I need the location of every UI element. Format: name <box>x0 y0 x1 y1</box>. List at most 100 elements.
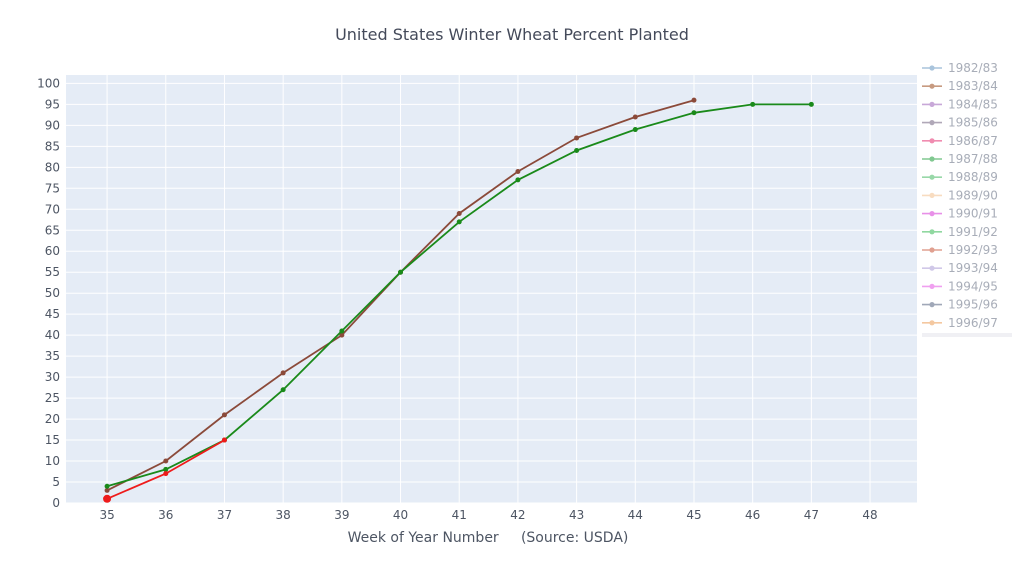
legend-label: 1994/95 <box>948 279 998 293</box>
data-point <box>104 487 110 493</box>
x-tick-label: 41 <box>452 508 467 522</box>
legend-label: 1988/89 <box>948 170 998 184</box>
legend-item[interactable]: 1985/86 <box>922 116 998 130</box>
legend-label: 1984/85 <box>948 97 998 111</box>
grid <box>66 75 917 504</box>
legend-item[interactable]: 1984/85 <box>922 97 998 111</box>
legend-marker <box>929 192 935 198</box>
data-point <box>515 169 521 175</box>
data-point <box>339 332 345 338</box>
y-tick-label: 25 <box>45 391 60 405</box>
legend-item[interactable]: 1994/95 <box>922 279 998 293</box>
data-point <box>808 101 814 107</box>
y-tick-label: 45 <box>45 307 60 321</box>
data-point <box>280 370 286 376</box>
y-tick-label: 50 <box>45 286 60 300</box>
y-tick-label: 100 <box>37 76 60 90</box>
legend[interactable]: 1982/83 1983/84 1984/85 1985/86 1986/87 1987/… <box>922 61 1012 337</box>
data-point <box>163 466 169 472</box>
legend-marker <box>929 156 935 162</box>
data-point <box>456 219 462 225</box>
x-tick-label: 38 <box>276 508 291 522</box>
x-tick-label: 40 <box>393 508 408 522</box>
y-tick-label: 55 <box>45 265 60 279</box>
data-point <box>574 135 580 141</box>
data-point <box>280 387 286 393</box>
legend-label: 1995/96 <box>948 298 998 312</box>
data-point <box>691 97 697 103</box>
y-tick-label: 70 <box>45 202 60 216</box>
legend-marker <box>929 229 935 235</box>
legend-item[interactable]: 1983/84 <box>922 79 998 93</box>
legend-item[interactable]: 1992/93 <box>922 243 998 257</box>
data-point <box>163 471 169 477</box>
legend-marker <box>929 138 935 144</box>
y-tick-label: 15 <box>45 433 60 447</box>
legend-marker <box>929 120 935 126</box>
y-tick-label: 60 <box>45 244 60 258</box>
legend-marker <box>929 83 935 89</box>
legend-marker <box>929 247 935 253</box>
x-tick-label: 47 <box>804 508 819 522</box>
legend-label: 1983/84 <box>948 79 998 93</box>
legend-marker <box>929 320 935 326</box>
legend-label: 1991/92 <box>948 225 998 239</box>
legend-item[interactable]: 1989/90 <box>922 188 998 202</box>
data-point <box>103 494 112 503</box>
x-tick-label: 46 <box>745 508 760 522</box>
legend-item[interactable]: 1990/91 <box>922 207 998 221</box>
data-point <box>104 483 110 489</box>
y-tick-label: 0 <box>52 496 60 510</box>
x-tick-label: 48 <box>862 508 877 522</box>
y-tick-label: 85 <box>45 139 60 153</box>
legend-item[interactable]: 1988/89 <box>922 170 998 184</box>
legend-marker <box>929 174 935 180</box>
data-point <box>750 101 756 107</box>
data-point <box>515 177 521 183</box>
x-tick-label: 43 <box>569 508 584 522</box>
series-2 <box>103 437 227 503</box>
y-tick-label: 90 <box>45 118 60 132</box>
x-tick-label: 36 <box>158 508 173 522</box>
legend-item[interactable]: 1991/92 <box>922 225 998 239</box>
data-point <box>574 148 580 154</box>
legend-marker <box>929 101 935 107</box>
y-tick-label: 20 <box>45 412 60 426</box>
y-tick-label: 80 <box>45 160 60 174</box>
x-tick-label: 44 <box>628 508 643 522</box>
data-point <box>691 110 697 116</box>
data-point <box>632 114 638 120</box>
legend-item[interactable]: 1993/94 <box>922 261 998 275</box>
x-tick-label: 39 <box>334 508 349 522</box>
legend-marker <box>929 265 935 271</box>
x-axis-label: Week of Year Number (Source: USDA) <box>348 530 629 546</box>
legend-marker <box>929 211 935 217</box>
legend-overflow-fade <box>922 333 1012 337</box>
axes: 0 5 10 15 20 25 30 35 40 45 50 55 60 65 70 75 80 85 90 95 10… <box>37 76 878 522</box>
legend-item[interactable]: 1987/88 <box>922 152 998 166</box>
legend-item[interactable]: 1995/96 <box>922 298 998 312</box>
data-point <box>339 328 345 334</box>
legend-label: 1982/83 <box>948 61 998 75</box>
data-point <box>456 210 462 216</box>
legend-marker <box>929 65 935 71</box>
legend-label: 1990/91 <box>948 207 998 221</box>
legend-marker <box>929 283 935 289</box>
legend-item[interactable]: 1982/83 <box>922 61 998 75</box>
data-point <box>221 412 227 418</box>
series-layer <box>103 97 814 503</box>
x-tick-label: 35 <box>99 508 114 522</box>
legend-label: 1996/97 <box>948 316 998 330</box>
chart-title: United States Winter Wheat Percent Plant… <box>335 25 689 44</box>
legend-item[interactable]: 1996/97 <box>922 316 998 330</box>
y-tick-label: 30 <box>45 370 60 384</box>
y-tick-label: 35 <box>45 349 60 363</box>
legend-item[interactable]: 1986/87 <box>922 134 998 148</box>
data-point <box>398 269 404 275</box>
y-tick-label: 40 <box>45 328 60 342</box>
legend-label: 1992/93 <box>948 243 998 257</box>
legend-label: 1993/94 <box>948 261 998 275</box>
y-tick-label: 75 <box>45 181 60 195</box>
legend-label: 1985/86 <box>948 116 998 130</box>
